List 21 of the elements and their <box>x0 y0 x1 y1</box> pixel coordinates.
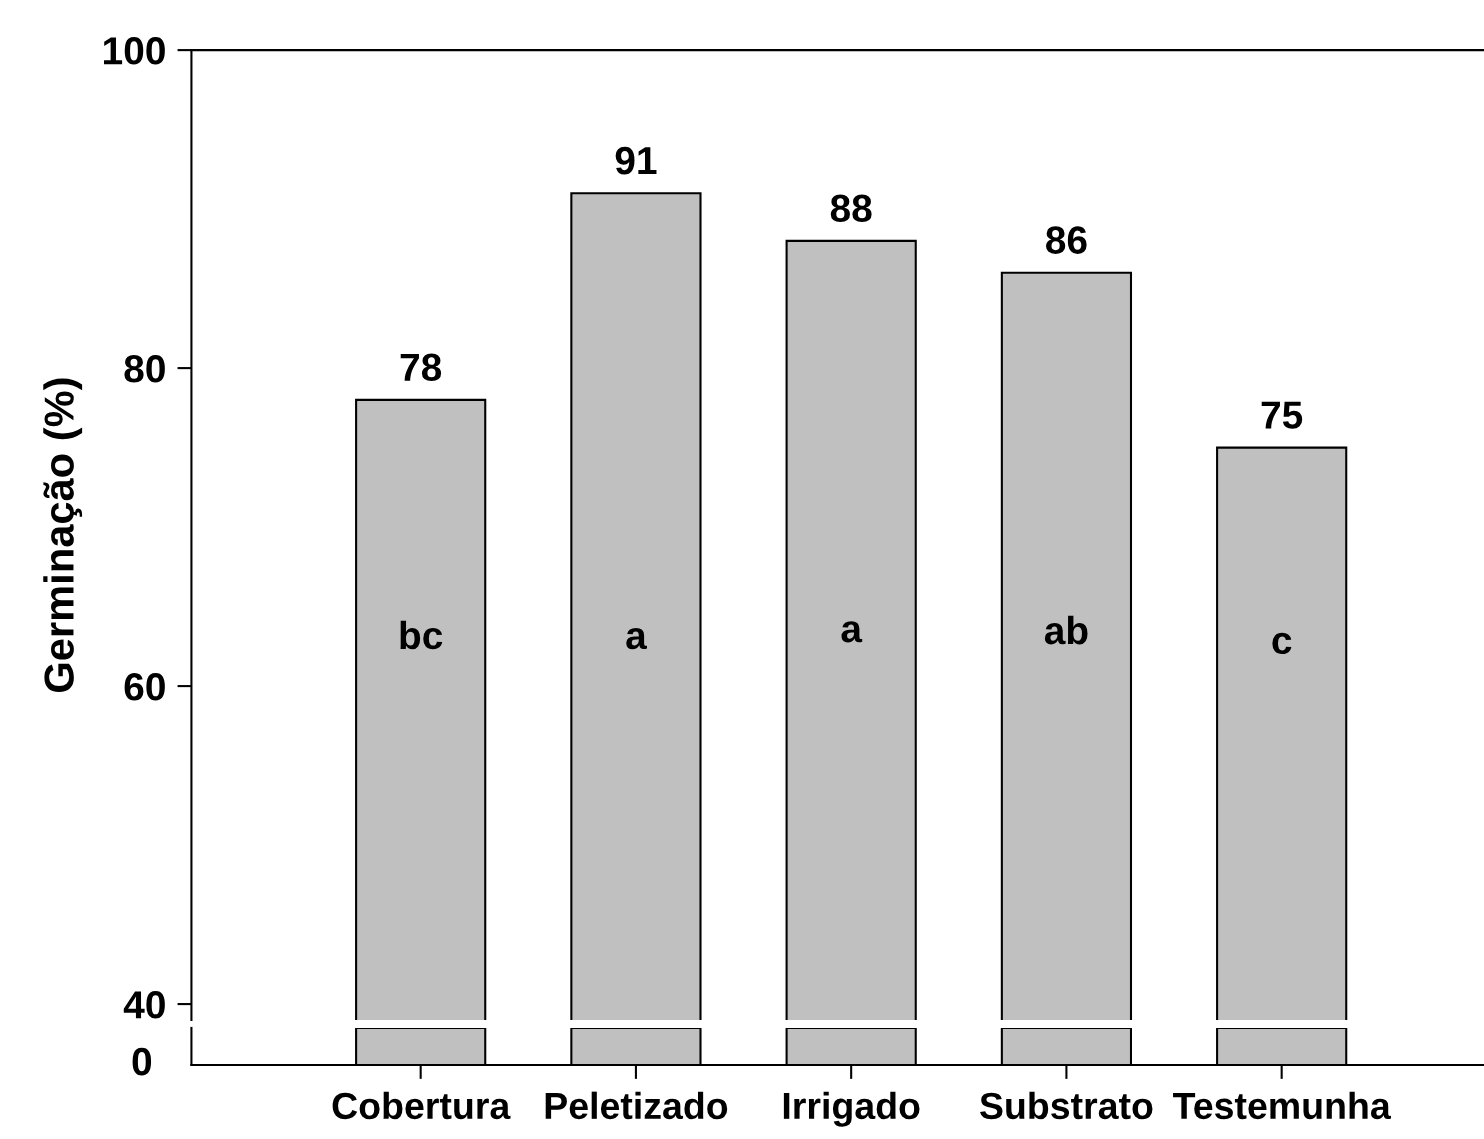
data-label: 75 <box>1261 401 1303 429</box>
x-tick-label: Substrato <box>980 1091 1153 1120</box>
data-label: 88 <box>830 194 872 223</box>
annotation: ab <box>1044 615 1088 645</box>
data-label: 86 <box>1046 226 1087 254</box>
annotation: bc <box>400 620 443 650</box>
data-label: 78 <box>400 353 442 382</box>
x-tick-label: Cobertura <box>332 1091 511 1120</box>
data-label: 91 <box>615 146 657 175</box>
y-tick-label: 100 <box>104 37 165 65</box>
annotation: a <box>841 621 863 643</box>
x-tick-label: Testemunha <box>1173 1091 1391 1120</box>
x-tick-label: Peletizado <box>545 1091 728 1120</box>
y-tick-label: 40 <box>123 991 165 1019</box>
annotation: a <box>626 627 647 650</box>
annotation: c <box>1272 632 1292 655</box>
y-tick-label: 60 <box>124 673 165 701</box>
y-tick-label: 80 <box>124 355 165 383</box>
y-axis-title: Germinação (%) <box>43 378 83 692</box>
text: 0 <box>132 1047 152 1076</box>
x-tick-label: Irrigado <box>783 1091 920 1127</box>
